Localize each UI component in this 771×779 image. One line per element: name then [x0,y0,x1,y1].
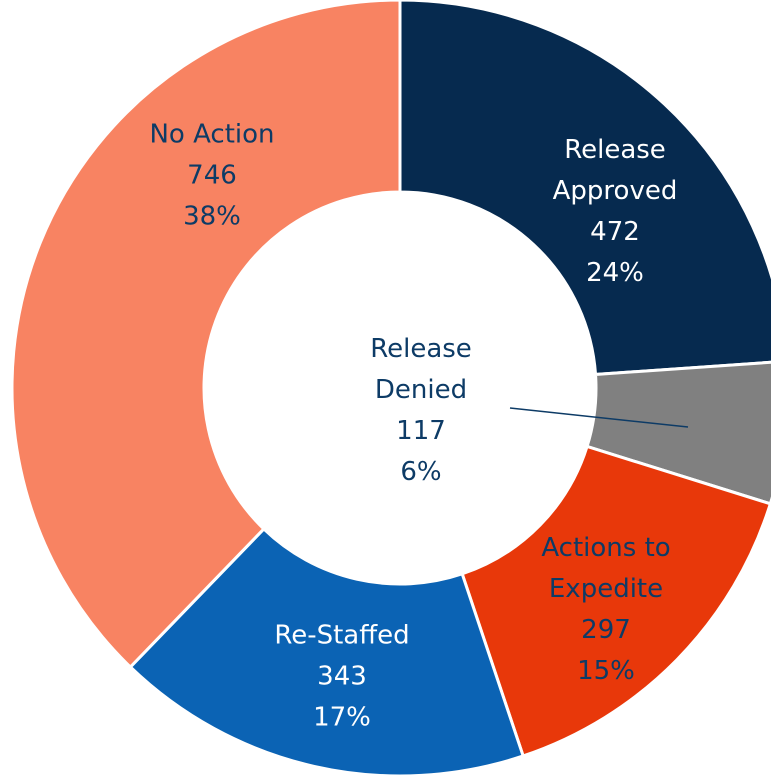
slice-value: 297 [581,615,631,645]
slice-percent: 17% [313,702,371,733]
slice-name: Release Denied [370,334,472,405]
slice-value: 746 [187,160,237,191]
slice-name: Re-Staffed [274,620,410,651]
slice-name: Actions to Expedite [541,533,671,604]
donut-slice [10,0,402,670]
leader-line [509,407,689,428]
donut-slice [460,444,771,758]
slice-percent: 24% [586,258,644,288]
slice-label: No Action 746 38% [122,115,302,238]
slice-label: Release Denied 117 6% [331,329,511,493]
donut-slice [128,526,526,778]
slice-label: Actions to Expedite 297 15% [516,528,696,692]
slice-name: Release Approved [552,135,678,206]
slice-label: Release Approved 472 24% [525,130,705,294]
slice-value: 343 [317,661,367,692]
donut-slice [398,0,771,377]
slice-percent: 15% [577,656,635,686]
slice-percent: 6% [400,457,442,487]
slice-name: No Action [149,119,275,150]
slice-value: 117 [396,416,446,446]
slice-label: Re-Staffed 343 17% [252,616,432,739]
slice-percent: 38% [183,201,241,232]
slice-value: 472 [590,217,640,247]
